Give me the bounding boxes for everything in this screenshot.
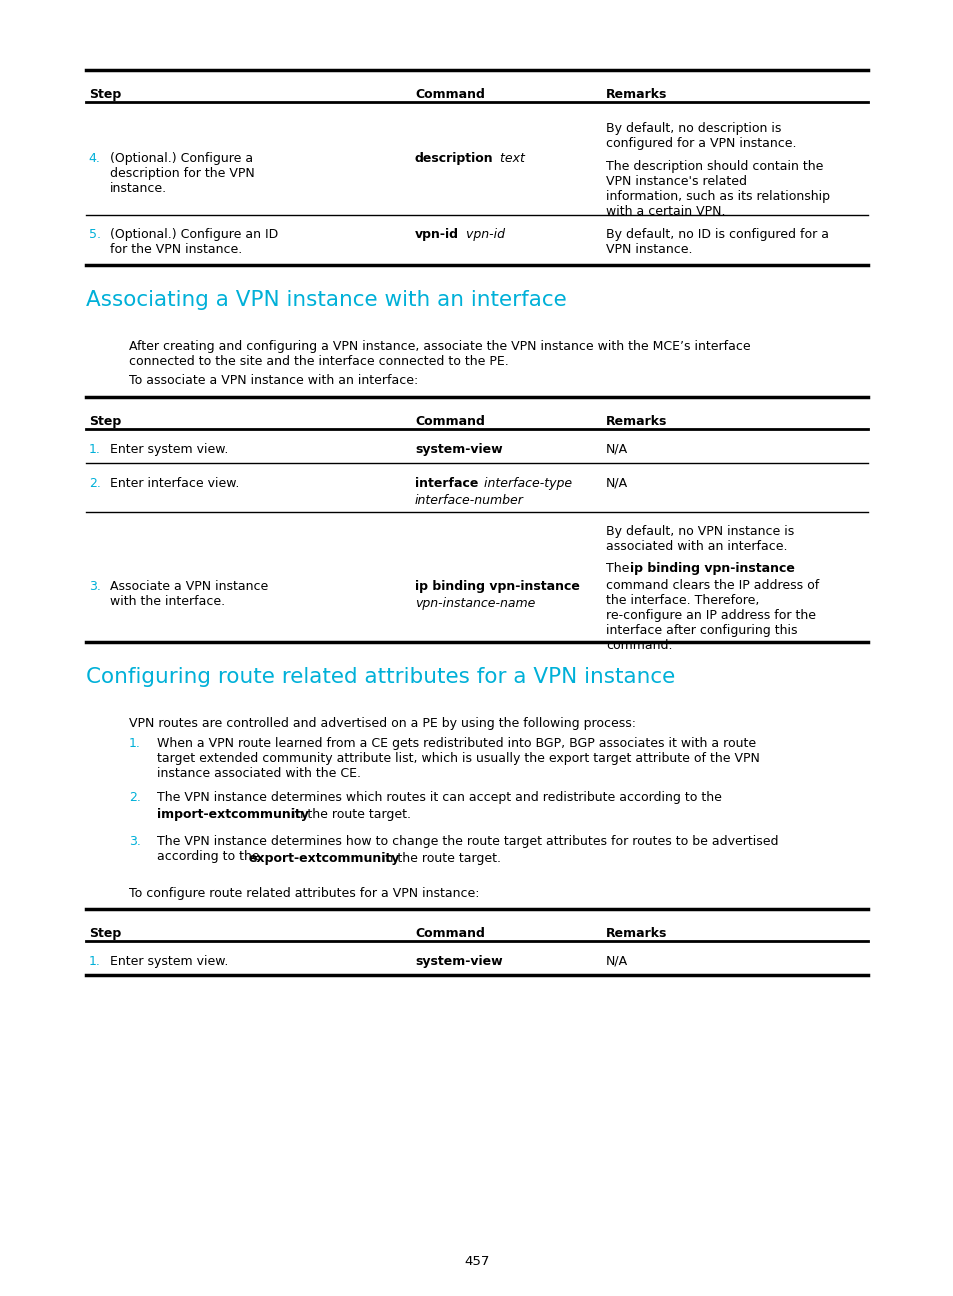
Text: in the route target.: in the route target. xyxy=(377,851,500,864)
Text: ip binding vpn-instance: ip binding vpn-instance xyxy=(629,562,794,575)
Text: import-extcommunity: import-extcommunity xyxy=(157,807,309,820)
Text: 2.: 2. xyxy=(129,791,140,804)
Text: 4.: 4. xyxy=(89,152,100,165)
Text: Associate a VPN instance
with the interface.: Associate a VPN instance with the interf… xyxy=(110,581,268,608)
Text: 3.: 3. xyxy=(89,581,100,594)
Text: Remarks: Remarks xyxy=(605,88,666,101)
Text: system-view: system-view xyxy=(415,955,502,968)
Text: Step: Step xyxy=(89,927,121,940)
Text: 2.: 2. xyxy=(89,477,100,490)
Text: vpn-id: vpn-id xyxy=(415,228,458,241)
Text: The VPN instance determines how to change the route target attributes for routes: The VPN instance determines how to chang… xyxy=(157,835,778,863)
Text: (Optional.) Configure an ID
for the VPN instance.: (Optional.) Configure an ID for the VPN … xyxy=(110,228,277,257)
Text: N/A: N/A xyxy=(605,955,627,968)
Text: The: The xyxy=(605,562,633,575)
Text: 457: 457 xyxy=(464,1255,489,1267)
Text: in the route target.: in the route target. xyxy=(288,807,411,820)
Text: 5.: 5. xyxy=(89,228,101,241)
Text: 1.: 1. xyxy=(129,737,140,750)
Text: Step: Step xyxy=(89,88,121,101)
Text: To configure route related attributes for a VPN instance:: To configure route related attributes fo… xyxy=(129,886,478,899)
Text: Enter interface view.: Enter interface view. xyxy=(110,477,239,490)
Text: The VPN instance determines which routes it can accept and redistribute accordin: The VPN instance determines which routes… xyxy=(157,791,721,804)
Text: When a VPN route learned from a CE gets redistributed into BGP, BGP associates i: When a VPN route learned from a CE gets … xyxy=(157,737,760,780)
Text: description: description xyxy=(415,152,493,165)
Text: export-extcommunity: export-extcommunity xyxy=(249,851,400,864)
Text: vpn-instance-name: vpn-instance-name xyxy=(415,597,535,610)
Text: ip binding vpn-instance: ip binding vpn-instance xyxy=(415,581,579,594)
Text: Remarks: Remarks xyxy=(605,927,666,940)
Text: Associating a VPN instance with an interface: Associating a VPN instance with an inter… xyxy=(86,290,566,310)
Text: Remarks: Remarks xyxy=(605,415,666,428)
Text: N/A: N/A xyxy=(605,477,627,490)
Text: The description should contain the
VPN instance's related
information, such as i: The description should contain the VPN i… xyxy=(605,159,829,218)
Text: Command: Command xyxy=(415,927,484,940)
Text: Configuring route related attributes for a VPN instance: Configuring route related attributes for… xyxy=(86,667,675,687)
Text: Step: Step xyxy=(89,415,121,428)
Text: vpn-id: vpn-id xyxy=(461,228,504,241)
Text: 1.: 1. xyxy=(89,955,100,968)
Text: VPN routes are controlled and advertised on a PE by using the following process:: VPN routes are controlled and advertised… xyxy=(129,717,635,730)
Text: By default, no description is
configured for a VPN instance.: By default, no description is configured… xyxy=(605,122,796,150)
Text: interface-type: interface-type xyxy=(479,477,572,490)
Text: To associate a VPN instance with an interface:: To associate a VPN instance with an inte… xyxy=(129,375,417,388)
Text: command clears the IP address of
the interface. Therefore,
re-configure an IP ad: command clears the IP address of the int… xyxy=(605,579,819,652)
Text: Command: Command xyxy=(415,88,484,101)
Text: Enter system view.: Enter system view. xyxy=(110,443,228,456)
Text: N/A: N/A xyxy=(605,443,627,456)
Text: system-view: system-view xyxy=(415,443,502,456)
Text: Command: Command xyxy=(415,415,484,428)
Text: (Optional.) Configure a
description for the VPN
instance.: (Optional.) Configure a description for … xyxy=(110,152,254,194)
Text: Enter system view.: Enter system view. xyxy=(110,955,228,968)
Text: interface: interface xyxy=(415,477,477,490)
Text: interface-number: interface-number xyxy=(415,494,523,507)
Text: After creating and configuring a VPN instance, associate the VPN instance with t: After creating and configuring a VPN ins… xyxy=(129,340,750,368)
Text: 1.: 1. xyxy=(89,443,100,456)
Text: text: text xyxy=(496,152,524,165)
Text: By default, no VPN instance is
associated with an interface.: By default, no VPN instance is associate… xyxy=(605,525,793,553)
Text: 3.: 3. xyxy=(129,835,140,848)
Text: By default, no ID is configured for a
VPN instance.: By default, no ID is configured for a VP… xyxy=(605,228,828,257)
